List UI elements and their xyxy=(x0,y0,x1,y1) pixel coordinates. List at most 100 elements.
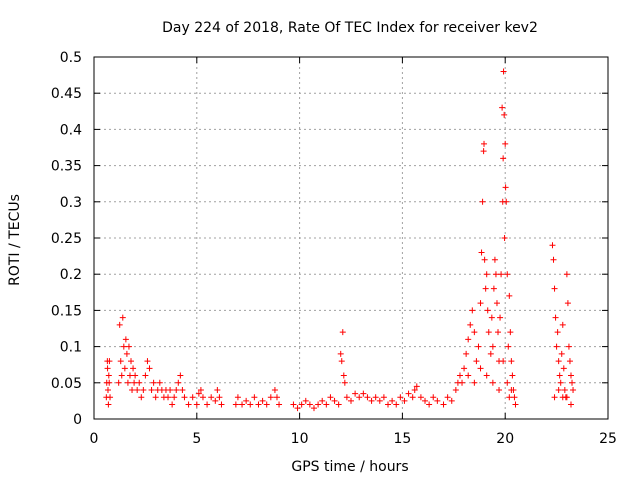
data-point xyxy=(507,329,514,336)
data-point xyxy=(504,271,511,278)
data-point xyxy=(504,379,511,386)
data-point xyxy=(255,401,262,408)
x-tick-label: 25 xyxy=(599,431,617,447)
data-point xyxy=(294,405,301,412)
data-point xyxy=(179,387,186,394)
x-tick-label: 0 xyxy=(90,431,99,447)
data-point xyxy=(306,401,313,408)
data-point xyxy=(448,397,455,404)
chart-title: Day 224 of 2018, Rate Of TEC Index for r… xyxy=(162,20,538,36)
data-point xyxy=(243,397,250,404)
data-point xyxy=(496,387,503,394)
data-point xyxy=(193,401,200,408)
data-point xyxy=(422,397,429,404)
data-point xyxy=(489,343,496,350)
data-point xyxy=(569,379,576,386)
data-point xyxy=(478,249,485,256)
data-point xyxy=(498,271,505,278)
data-point xyxy=(397,394,404,401)
data-point xyxy=(173,387,180,394)
data-point xyxy=(341,379,348,386)
data-point xyxy=(331,397,338,404)
data-point xyxy=(319,397,326,404)
data-point xyxy=(150,379,157,386)
data-point xyxy=(444,394,451,401)
data-point xyxy=(327,394,334,401)
data-point xyxy=(502,140,509,147)
data-point xyxy=(263,401,270,408)
data-point xyxy=(501,111,508,118)
data-point xyxy=(119,314,126,321)
data-point xyxy=(239,401,246,408)
data-point xyxy=(142,372,149,379)
data-point xyxy=(177,372,184,379)
data-point xyxy=(483,372,490,379)
data-point xyxy=(555,358,562,365)
data-point xyxy=(128,358,135,365)
data-point xyxy=(465,336,472,343)
data-point xyxy=(116,321,123,328)
data-point xyxy=(553,343,560,350)
data-point xyxy=(502,184,509,191)
data-point xyxy=(105,401,112,408)
data-point xyxy=(549,242,556,249)
data-point xyxy=(290,401,297,408)
data-point xyxy=(570,387,577,394)
data-point xyxy=(564,300,571,307)
data-point xyxy=(197,387,204,394)
data-point xyxy=(199,394,206,401)
data-point xyxy=(105,372,112,379)
data-point xyxy=(481,140,488,147)
data-point xyxy=(214,387,221,394)
data-point xyxy=(118,372,125,379)
data-point xyxy=(482,285,489,292)
data-point xyxy=(393,401,400,408)
data-point xyxy=(389,397,396,404)
data-point xyxy=(550,256,557,263)
y-tick-label: 0.2 xyxy=(60,267,82,283)
data-point xyxy=(495,329,502,336)
data-point xyxy=(430,394,437,401)
data-point xyxy=(417,394,424,401)
data-point xyxy=(125,343,132,350)
data-point xyxy=(323,401,330,408)
data-point xyxy=(480,148,487,155)
data-point xyxy=(175,379,182,386)
data-point xyxy=(146,365,153,372)
data-point xyxy=(561,387,568,394)
data-point xyxy=(352,390,359,397)
data-point xyxy=(469,307,476,314)
data-point xyxy=(106,358,113,365)
data-point xyxy=(485,329,492,336)
data-point xyxy=(138,394,145,401)
x-tick-label: 20 xyxy=(496,431,514,447)
x-tick-label: 15 xyxy=(393,431,411,447)
data-point xyxy=(165,394,172,401)
y-tick-label: 0.35 xyxy=(51,159,82,175)
y-tick-label: 0 xyxy=(73,412,82,428)
data-point xyxy=(501,235,508,241)
data-point xyxy=(185,401,192,408)
data-point xyxy=(456,372,463,379)
gridlines xyxy=(94,57,608,419)
data-point xyxy=(360,390,367,397)
data-point xyxy=(473,358,480,365)
data-point xyxy=(123,350,130,357)
data-point xyxy=(122,336,129,343)
data-point xyxy=(368,397,375,404)
data-point xyxy=(566,358,573,365)
data-point xyxy=(489,379,496,386)
data-point xyxy=(493,300,500,307)
data-point xyxy=(452,387,459,394)
data-point xyxy=(560,365,567,372)
data-point xyxy=(490,285,497,292)
y-axis-label: ROTI / TECUs xyxy=(7,194,23,286)
data-point xyxy=(310,405,317,412)
data-point xyxy=(551,285,558,292)
data-point xyxy=(121,365,128,372)
data-point xyxy=(477,300,484,307)
data-point xyxy=(554,329,561,336)
data-point xyxy=(271,387,278,394)
data-point xyxy=(152,394,159,401)
data-point xyxy=(506,292,513,299)
